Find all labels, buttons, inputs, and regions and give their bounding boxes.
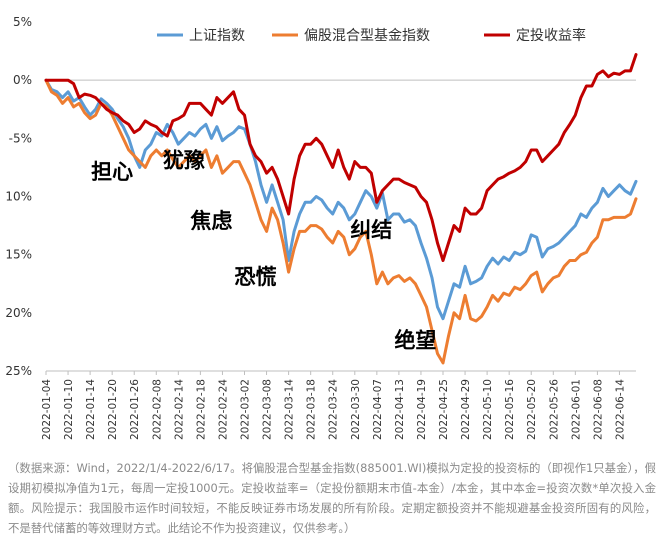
annotation-label: 纠结 xyxy=(350,218,392,242)
x-tick-label: 2022-06-08 xyxy=(592,379,604,440)
legend: 上证指数 偏股混合型基金指数 定投收益率 xyxy=(157,27,586,44)
y-tick-label: 25% xyxy=(5,364,32,378)
legend-label: 上证指数 xyxy=(189,28,245,44)
x-tick-label: 2022-04-29 xyxy=(460,379,472,440)
x-tick-label: 2022-02-24 xyxy=(217,379,229,440)
y-tick-label: 10% xyxy=(5,190,32,204)
annotation-label: 绝望 xyxy=(394,329,436,353)
legend-label: 定投收益率 xyxy=(516,27,586,44)
x-tick-label: 2022-02-18 xyxy=(195,379,207,440)
series-line-上证指数 xyxy=(44,78,638,321)
y-tick-label: 0% xyxy=(13,73,32,87)
x-tick-label: 2022-03-08 xyxy=(262,379,274,440)
annotation-label: 焦虑 xyxy=(189,209,232,233)
x-tick-label: 2022-03-24 xyxy=(328,379,340,440)
legend-label: 偏股混合型基金指数 xyxy=(304,27,430,44)
x-tick-label: 2022-02-08 xyxy=(151,379,163,440)
y-tick-label: 20% xyxy=(5,306,32,320)
annotation-label: 犹豫 xyxy=(163,148,205,172)
x-tick-label: 2022-01-20 xyxy=(107,379,119,440)
x-tick-label: 2022-06-14 xyxy=(614,379,626,440)
x-tick-label: 2022-04-19 xyxy=(416,379,428,440)
annotation-label: 恐慌 xyxy=(235,265,277,289)
x-tick-label: 2022-05-26 xyxy=(548,379,560,440)
annotation-label: 担心 xyxy=(91,160,133,184)
x-tick-label: 2022-04-07 xyxy=(372,379,384,440)
x-tick-label: 2022-04-25 xyxy=(438,379,450,440)
y-axis: 5% 0% -5% 10% 15% 20% 25% xyxy=(5,15,636,378)
y-tick-label: 15% xyxy=(5,248,32,262)
y-tick-label: -5% xyxy=(9,131,32,145)
x-tick-label: 2022-03-02 xyxy=(240,379,252,440)
x-tick-label: 2022-04-13 xyxy=(394,379,406,440)
x-tick-label: 2022-01-26 xyxy=(129,379,141,440)
series-lines xyxy=(44,53,638,365)
x-tick-label: 2022-06-01 xyxy=(570,379,582,440)
x-tick-label: 2022-01-10 xyxy=(63,379,75,440)
x-tick-label: 2022-05-16 xyxy=(504,379,516,440)
x-tick-label: 2022-03-14 xyxy=(284,379,296,440)
x-axis: 2022-01-04 2022-01-10 2022-01-14 2022-01-20… xyxy=(41,370,636,440)
x-tick-label: 2022-01-04 xyxy=(41,379,53,440)
x-tick-label: 2022-05-10 xyxy=(482,379,494,440)
series-line-定投收益率 xyxy=(44,53,638,262)
line-chart: 5% 0% -5% 10% 15% 20% 25% 2022-01-04 2022-01-10… xyxy=(5,15,638,440)
x-tick-label: 2022-02-14 xyxy=(173,379,185,440)
x-tick-label: 2022-03-30 xyxy=(350,379,362,440)
series-line-偏股混合型基金指数 xyxy=(44,78,638,365)
y-tick-label: 5% xyxy=(13,15,32,29)
x-tick-label: 2022-01-14 xyxy=(85,379,97,440)
x-tick-label: 2022-03-18 xyxy=(306,379,318,440)
x-tick-label: 2022-05-20 xyxy=(526,379,538,440)
footnote: （数据来源：Wind，2022/1/4-2022/6/17。将偏股混合型基金指数… xyxy=(8,461,656,535)
